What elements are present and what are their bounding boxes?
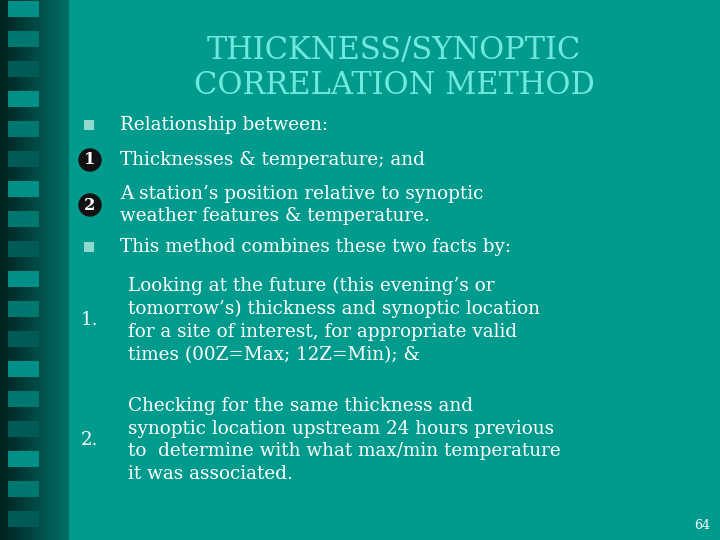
- Bar: [9, 91, 39, 107]
- Text: Relationship between:: Relationship between:: [120, 116, 328, 134]
- Bar: [9, 481, 39, 497]
- Text: 1.: 1.: [81, 311, 98, 329]
- Bar: [2, 0, 6, 540]
- Bar: [0, 0, 4, 540]
- Text: CORRELATION METHOD: CORRELATION METHOD: [194, 70, 595, 100]
- Bar: [50, 0, 53, 540]
- Bar: [48, 0, 51, 540]
- Bar: [25, 0, 28, 540]
- Bar: [41, 0, 44, 540]
- Bar: [16, 0, 19, 540]
- Bar: [52, 0, 55, 540]
- Text: Checking for the same thickness and
synoptic location upstream 24 hours previous: Checking for the same thickness and syno…: [128, 397, 561, 483]
- Bar: [9, 421, 39, 437]
- Bar: [55, 0, 58, 540]
- Bar: [9, 181, 39, 197]
- Text: Looking at the future (this evening’s or
tomorrow’s) thickness and synoptic loca: Looking at the future (this evening’s or…: [128, 276, 540, 363]
- Text: 1: 1: [84, 152, 96, 168]
- Bar: [4, 0, 8, 540]
- Bar: [84, 242, 94, 252]
- Bar: [30, 0, 32, 540]
- Bar: [32, 0, 35, 540]
- Bar: [9, 451, 39, 467]
- Bar: [61, 0, 65, 540]
- Bar: [9, 31, 39, 47]
- Bar: [59, 0, 62, 540]
- Bar: [9, 511, 39, 527]
- Bar: [22, 0, 26, 540]
- Bar: [43, 0, 46, 540]
- Bar: [9, 1, 39, 17]
- Text: 64: 64: [694, 519, 710, 532]
- Bar: [63, 0, 67, 540]
- Text: 2.: 2.: [81, 431, 98, 449]
- Bar: [18, 0, 22, 540]
- Text: 2: 2: [84, 197, 96, 213]
- Bar: [45, 0, 49, 540]
- Bar: [12, 0, 14, 540]
- Bar: [9, 0, 12, 540]
- Text: A station’s position relative to synoptic
weather features & temperature.: A station’s position relative to synopti…: [120, 185, 483, 226]
- Bar: [9, 271, 39, 287]
- Text: This method combines these two facts by:: This method combines these two facts by:: [120, 238, 511, 256]
- Bar: [27, 0, 30, 540]
- Bar: [9, 361, 39, 377]
- Circle shape: [79, 194, 101, 216]
- Text: Thicknesses & temperature; and: Thicknesses & temperature; and: [120, 151, 425, 169]
- Bar: [9, 151, 39, 167]
- Bar: [39, 0, 42, 540]
- Bar: [9, 122, 39, 137]
- Bar: [36, 0, 40, 540]
- Bar: [9, 211, 39, 227]
- Bar: [9, 62, 39, 77]
- Bar: [9, 301, 39, 317]
- Bar: [66, 0, 69, 540]
- Bar: [14, 0, 17, 540]
- Bar: [9, 241, 39, 257]
- Circle shape: [79, 149, 101, 171]
- Bar: [57, 0, 60, 540]
- Bar: [9, 392, 39, 407]
- Bar: [9, 332, 39, 347]
- Bar: [20, 0, 24, 540]
- Bar: [84, 120, 94, 130]
- Bar: [34, 0, 37, 540]
- Text: THICKNESS/SYNOPTIC: THICKNESS/SYNOPTIC: [207, 35, 581, 65]
- Bar: [6, 0, 10, 540]
